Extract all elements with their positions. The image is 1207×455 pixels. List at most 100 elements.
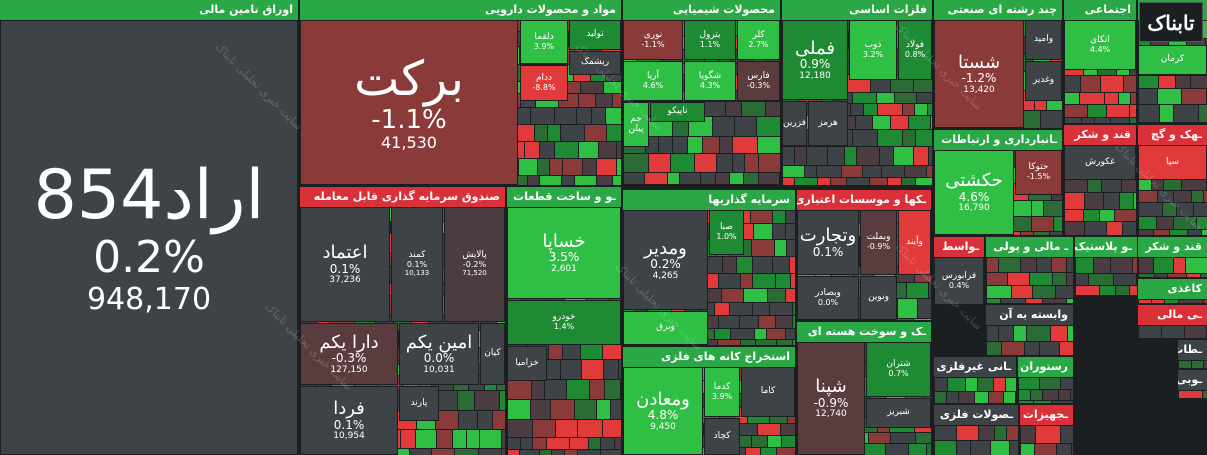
stock-symbol: اراد854 — [33, 156, 265, 236]
minor-tile — [499, 390, 505, 412]
stock-tile: برکت -1.1% 41,530 — [300, 20, 518, 185]
minor-tile — [550, 399, 576, 421]
stock-tile: کچاد — [704, 418, 740, 455]
minor-tile — [1042, 298, 1068, 303]
sector: محصولات شیمیایی نوری -1.1% بترول 1.1% کلر 2.7%… — [623, 0, 780, 185]
stock-volume: 10,031 — [423, 364, 455, 375]
minor-tile — [756, 116, 780, 138]
sector-title: ـصولات فلزی — [934, 405, 1018, 425]
stock-tile: فولاد 0.8% — [898, 20, 932, 80]
stock-tile: وبملت -0.9% — [860, 210, 897, 275]
sector-title: قند و شکر — [1138, 237, 1207, 257]
stock-change: 0.2% — [93, 232, 205, 284]
sector-title: مواد و محصولات دارویی — [300, 0, 621, 20]
sector: اوراق تامین مالی اراد854 0.2% 948,170 — [0, 0, 298, 455]
stock-volume: 2,601 — [551, 263, 577, 274]
minor-tile — [620, 379, 621, 401]
stock-tile: نوری -1.1% — [623, 20, 683, 60]
stock-symbol: ومعادن — [636, 388, 690, 410]
minor-tile — [926, 443, 931, 455]
stock-volume: 16,790 — [958, 203, 990, 214]
stock-volume: 12,180 — [799, 70, 831, 81]
stock-tile: کیان — [480, 323, 505, 385]
stock-tile: خودرو 1.4% — [507, 300, 621, 345]
stock-tile: فارس -0.3% — [737, 61, 780, 101]
stock-change: -0.3% — [746, 80, 771, 90]
sector: استخراج کانه های فلزی ومعادن 4.8% 9,450 کدما… — [623, 347, 795, 455]
stock-change: -1.1% — [371, 104, 447, 135]
sector-title: محصولات شیمیایی — [623, 0, 780, 20]
stock-symbol: حکشتی — [945, 170, 1003, 192]
stock-tile: کرمان — [1138, 45, 1207, 75]
stock-volume: 12,740 — [815, 409, 847, 420]
sector: چند رشته ای صنعتی شستا -1.2% 13,420 وامید وغد… — [934, 0, 1062, 128]
sector-title: ـوبی — [1178, 370, 1207, 390]
stock-tile: امین یکم 0.0% 10,031 — [399, 323, 479, 385]
stock-symbol: کرمان — [1160, 54, 1185, 65]
stock-tile: ریشمک — [569, 51, 621, 75]
stock-tile: آریا 4.6% — [623, 61, 683, 101]
stock-change: -1.1% — [641, 39, 665, 49]
stock-tile: خزامیا — [507, 346, 547, 381]
sector-title: اوراق تامین مالی — [0, 0, 298, 20]
stock-tile: حتوکا -1.5% — [1015, 150, 1062, 195]
minor-tile — [1202, 390, 1207, 398]
sector: ـو پلاستیک — [1075, 237, 1137, 295]
minor-tile — [792, 339, 795, 345]
sector-title: ـهک و گچ — [1138, 125, 1207, 145]
stock-tile: پارند — [399, 386, 439, 421]
minor-tile — [618, 359, 621, 381]
stock-tile: ونوین — [860, 276, 897, 320]
sector-title: ـ مالی و پولی — [986, 237, 1073, 257]
sector-title: صندوق سرمایه گذاری قابل معامله — [300, 187, 505, 207]
sector-title: فلزات اساسی — [782, 0, 932, 20]
sector: ـواسط فرابورس 0.4% — [934, 237, 984, 305]
stock-tile: غکورش — [1064, 145, 1136, 180]
stock-symbol: سپا — [1166, 156, 1179, 167]
stock-tile: تولید — [569, 20, 621, 50]
stock-tile: سپا — [1138, 145, 1207, 180]
stock-tile: وبرق — [623, 311, 708, 345]
sector: کاغذی — [1138, 279, 1207, 303]
minor-tile — [1071, 443, 1073, 455]
minor-tile — [1059, 341, 1073, 355]
sector-title: ـکها و موسسات اعتباری — [797, 190, 931, 210]
sector: ـی مالی — [1138, 305, 1207, 338]
sector: ـ مالی و پولی — [986, 237, 1073, 303]
stock-change: 0.0% — [817, 297, 839, 307]
stock-symbol: فملی — [795, 37, 835, 59]
stock-change: 2.7% — [748, 39, 769, 49]
logo: تابناک — [1139, 2, 1203, 42]
stock-symbol: شپنا — [815, 376, 847, 398]
minor-tile — [1040, 110, 1062, 128]
stock-volume: 13,420 — [963, 84, 995, 95]
stock-symbol: پارند — [410, 397, 428, 408]
stock-change: 0.2% — [650, 257, 681, 272]
sector-title: ـو و ساخت قطعات — [507, 187, 621, 207]
stock-volume: 4,265 — [652, 270, 679, 281]
stock-tile: اتکای 4.4% — [1064, 20, 1136, 70]
stock-tile: صبا 1.0% — [709, 210, 744, 255]
minor-tile — [610, 399, 621, 421]
minor-tile — [501, 448, 505, 455]
stock-tile: فردا 0.1% 10,954 — [300, 386, 398, 455]
stock-tile: شگویا 4.3% — [684, 61, 736, 101]
minor-tile — [1000, 298, 1026, 303]
stock-symbol: هرمز — [818, 117, 838, 128]
stock-change: 1.1% — [699, 39, 721, 49]
minor-tile — [600, 449, 621, 455]
sector-title: قند و شکر — [1064, 125, 1136, 145]
stock-symbol: ونوین — [868, 292, 889, 303]
minor-tile — [1203, 360, 1207, 368]
stock-symbol: ریشمک — [580, 57, 610, 68]
stock-symbol: شستا — [957, 51, 1001, 73]
minor-tile — [1122, 221, 1136, 235]
minor-tile — [1173, 104, 1199, 123]
sector: ـکها و موسسات اعتباری وتجارت 0.1% وبملت -0.9… — [797, 190, 931, 320]
stock-symbol: وبرق — [656, 322, 675, 333]
stock-tile: شستا -1.2% 13,420 — [934, 20, 1024, 128]
stock-symbol: فزرین — [783, 117, 806, 128]
stock-volume: 37,236 — [329, 275, 361, 286]
stock-tile: شتران 0.7% — [866, 342, 931, 397]
stock-symbol: فردا — [333, 398, 365, 420]
